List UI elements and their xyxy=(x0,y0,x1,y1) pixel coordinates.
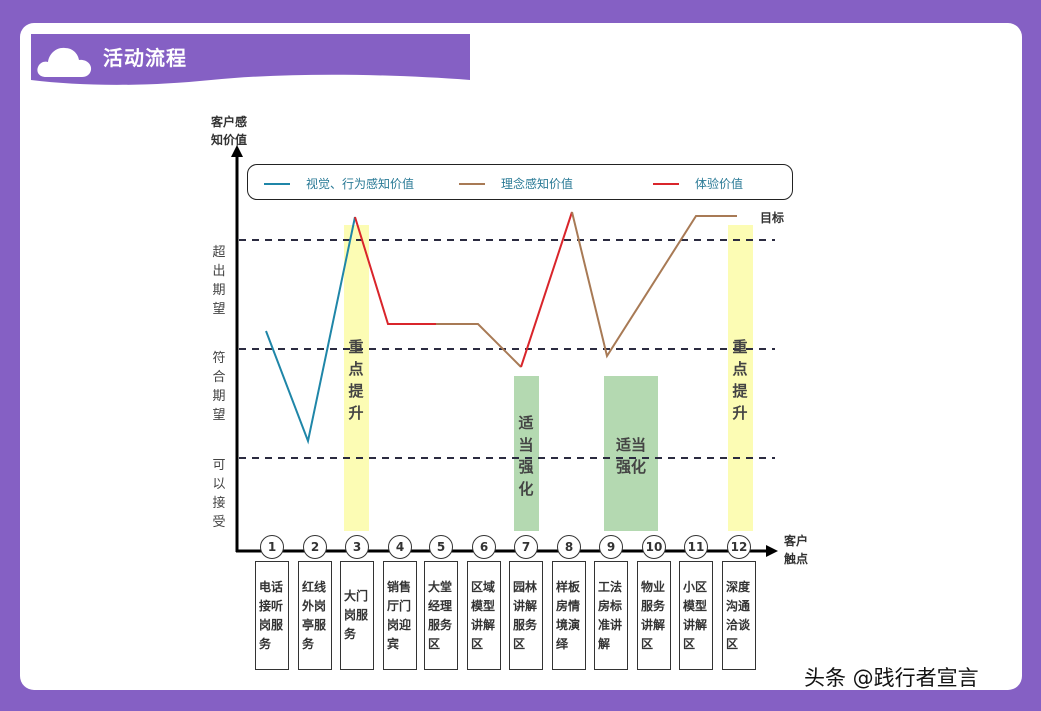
touchpoint-box: 深度沟通洽谈区 xyxy=(722,561,756,670)
touchpoint-label: 工法房标准讲解 xyxy=(598,579,623,651)
touchpoint-label: 销售厅门岗迎宾 xyxy=(387,579,412,651)
highlight-bar-12 xyxy=(728,225,753,531)
bar-label-12: 重点提升 xyxy=(732,338,748,422)
touchpoint-number: 1 xyxy=(260,535,284,559)
header-banner: 活动流程 xyxy=(31,34,470,88)
touchpoint-box: 园林讲解服务区 xyxy=(509,561,543,670)
touchpoint-box: 样板房情境演绎 xyxy=(552,561,586,670)
touchpoint-box: 工法房标准讲解 xyxy=(594,561,628,670)
legend-swatch-blue xyxy=(264,182,290,185)
touchpoint-box: 小区模型讲解区 xyxy=(679,561,713,670)
touchpoint-label: 大堂经理服务区 xyxy=(428,579,453,651)
legend-item-experience: 体验价值 xyxy=(653,175,743,192)
touchpoint-number: 6 xyxy=(472,535,496,559)
chart-legend: 视觉、行为感知价值 理念感知价值 体验价值 xyxy=(247,164,793,200)
legend-swatch-brown xyxy=(459,182,485,185)
legend-label: 视觉、行为感知价值 xyxy=(306,177,415,191)
watermark: 头条 @践行者宣言 xyxy=(804,666,979,690)
x-axis-arrow xyxy=(766,545,778,557)
touchpoint-label: 电话接听岗服务 xyxy=(259,579,284,651)
touchpoint-box: 区域模型讲解区 xyxy=(467,561,501,670)
touchpoint-number: 8 xyxy=(557,535,581,559)
touchpoint-number: 5 xyxy=(429,535,453,559)
legend-swatch-red xyxy=(653,182,679,185)
touchpoint-label: 深度沟通洽谈区 xyxy=(726,579,751,651)
touchpoint-number: 10 xyxy=(642,535,666,559)
legend-item-concept: 理念感知价值 xyxy=(459,175,573,192)
touchpoint-number: 4 xyxy=(388,535,412,559)
highlight-bar-9-10 xyxy=(604,376,658,531)
banner-shape xyxy=(31,34,470,85)
line-experience-1 xyxy=(354,216,436,325)
touchpoint-label: 样板房情境演绎 xyxy=(556,579,581,651)
legend-label: 体验价值 xyxy=(695,177,744,191)
touchpoint-box: 电话接听岗服务 xyxy=(255,561,289,670)
touchpoint-number: 3 xyxy=(345,535,369,559)
bar-label-3: 重点提升 xyxy=(348,338,364,422)
touchpoint-label: 园林讲解服务区 xyxy=(513,579,538,651)
zone-label-exceed: 超出期望 xyxy=(212,245,226,317)
line-experience-2 xyxy=(520,211,573,368)
y-axis-label: 客户感知价值 xyxy=(211,115,248,147)
line-visual-behavior xyxy=(265,216,356,445)
touchpoint-label: 小区模型讲解区 xyxy=(683,579,708,651)
touchpoint-label: 物业服务讲解区 xyxy=(641,579,666,651)
touchpoint-box: 物业服务讲解区 xyxy=(637,561,671,670)
zone-gridlines xyxy=(239,239,775,459)
touchpoint-box: 大门岗服务 xyxy=(340,561,374,670)
page-title: 活动流程 xyxy=(103,46,187,70)
line-concept-1 xyxy=(436,323,522,368)
target-label: 目标 xyxy=(760,211,785,225)
bar-label-9-10: 适当强化 xyxy=(615,436,646,476)
line-concept-2 xyxy=(571,211,737,359)
legend-label: 理念感知价值 xyxy=(501,177,574,191)
highlight-bar-3 xyxy=(344,225,369,531)
highlight-bar-7 xyxy=(514,376,539,531)
touchpoint-box: 红线外岗亭服务 xyxy=(298,561,332,670)
touchpoint-label: 区域模型讲解区 xyxy=(471,579,496,651)
x-axis-label: 客户触点 xyxy=(784,534,809,566)
cloud-icon xyxy=(37,47,92,77)
touchpoint-label: 红线外岗亭服务 xyxy=(302,579,327,651)
zone-label-acceptable: 可以接受 xyxy=(212,458,226,530)
touchpoint-number: 12 xyxy=(727,535,751,559)
touchpoint-number: 2 xyxy=(303,535,327,559)
zone-label-meet: 符合期望 xyxy=(212,351,226,423)
touchpoint-number: 7 xyxy=(514,535,538,559)
touchpoint-label: 大门岗服务 xyxy=(344,589,369,641)
legend-item-visual: 视觉、行为感知价值 xyxy=(264,175,414,192)
touchpoint-box: 销售厅门岗迎宾 xyxy=(383,561,417,670)
y-axis-arrow xyxy=(231,145,243,157)
bar-label-7: 适当强化 xyxy=(518,414,534,498)
touchpoint-number: 11 xyxy=(684,535,708,559)
touchpoint-number: 9 xyxy=(599,535,623,559)
touchpoint-box: 大堂经理服务区 xyxy=(424,561,458,670)
